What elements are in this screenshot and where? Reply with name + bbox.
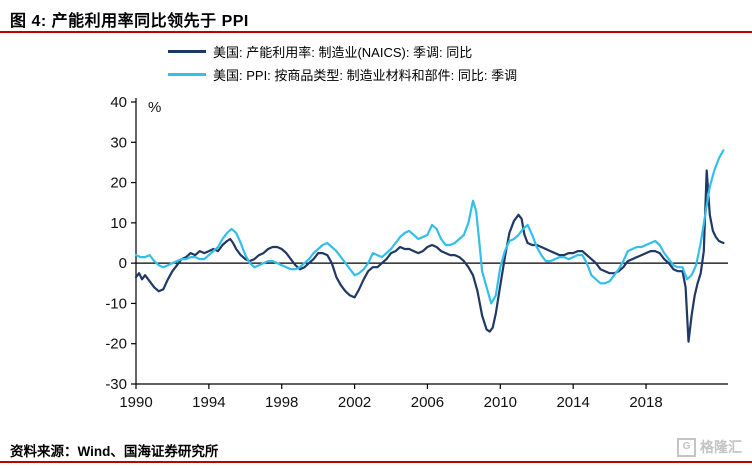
watermark-text: 格隆汇 xyxy=(700,439,742,455)
legend-item-capacity-utilization: 美国: 产能利用率: 制造业(NAICS): 季调: 同比 xyxy=(168,40,517,63)
y-tick-label: 0 xyxy=(119,255,127,272)
y-tick-label: -20 xyxy=(105,336,127,353)
y-tick-label: 10 xyxy=(110,215,127,232)
title-divider xyxy=(0,31,752,33)
y-tick-label: 40 xyxy=(110,94,127,111)
y-axis-unit-label: % xyxy=(148,99,161,116)
footer-divider xyxy=(0,461,752,463)
x-tick-label: 1998 xyxy=(265,394,298,411)
x-tick-label: 2006 xyxy=(411,394,444,411)
y-tick-label: 30 xyxy=(110,134,127,151)
x-tick-label: 2002 xyxy=(338,394,371,411)
chart-legend: 美国: 产能利用率: 制造业(NAICS): 季调: 同比 美国: PPI: 按… xyxy=(168,40,517,86)
legend-label-capacity-utilization: 美国: 产能利用率: 制造业(NAICS): 季调: 同比 xyxy=(213,45,473,60)
watermark-logo: G 格隆汇 xyxy=(677,437,742,457)
figure-title: 图 4: 产能利用率同比领先于 PPI xyxy=(10,13,249,30)
x-tick-label: 1994 xyxy=(192,394,225,411)
legend-item-ppi: 美国: PPI: 按商品类型: 制造业材料和部件: 同比: 季调 xyxy=(168,63,517,86)
x-tick-label: 2018 xyxy=(629,394,662,411)
x-tick-label: 2010 xyxy=(484,394,517,411)
series-line-0 xyxy=(134,169,725,343)
y-tick-label: -30 xyxy=(105,376,127,393)
legend-swatch-cyan xyxy=(168,73,206,76)
x-tick-label: 1990 xyxy=(119,394,152,411)
x-tick-label: 2014 xyxy=(556,394,589,411)
y-tick-label: 20 xyxy=(110,175,127,192)
y-tick-label: -10 xyxy=(105,295,127,312)
source-note: 资料来源：Wind、国海证券研究所 xyxy=(10,444,219,459)
legend-swatch-navy xyxy=(168,50,206,53)
gelonghui-logo-icon: G xyxy=(677,437,696,457)
legend-label-ppi: 美国: PPI: 按商品类型: 制造业材料和部件: 同比: 季调 xyxy=(213,68,518,83)
chart-area: 40 30 20 10 0 -10 -20 -30% 1990 1994 1998 2002 2006 2… xyxy=(56,86,744,416)
series-line-1 xyxy=(134,149,725,305)
